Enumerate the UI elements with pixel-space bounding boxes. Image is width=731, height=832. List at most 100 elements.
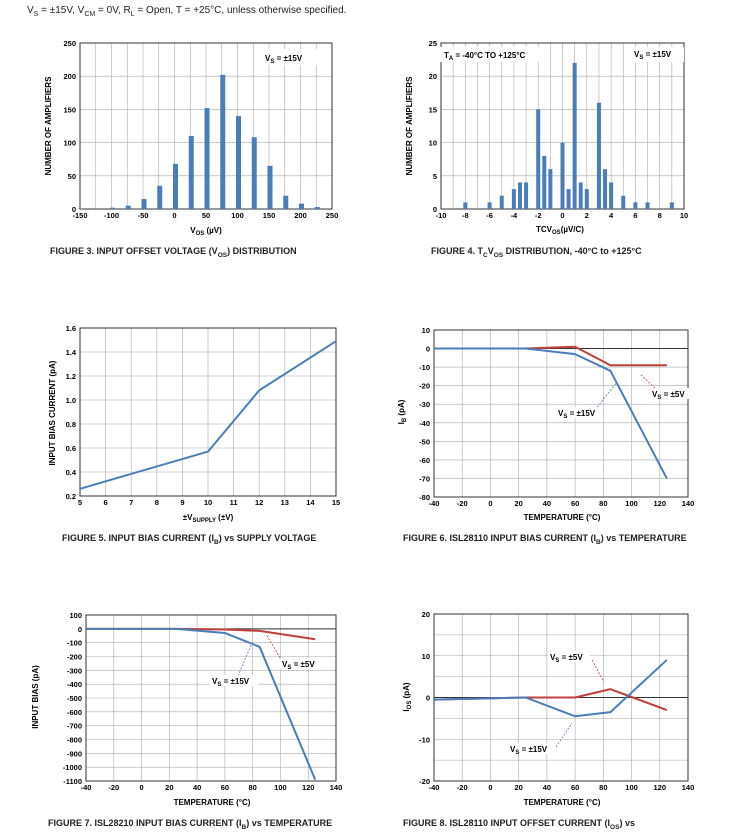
y-tick-label: 0 xyxy=(433,205,437,214)
x-tick-label: 40 xyxy=(193,783,201,792)
x-tick-label: 20 xyxy=(165,783,173,792)
bar xyxy=(542,155,547,209)
x-tick-label: -40 xyxy=(429,499,440,508)
annotation-vs5v: VS = ±5V xyxy=(282,660,315,671)
x-tick-label: 200 xyxy=(294,211,307,220)
label-bg-15v xyxy=(556,407,603,418)
legend-box xyxy=(259,49,319,65)
bar xyxy=(566,189,571,209)
x-tick-label: -20 xyxy=(457,783,468,792)
arrow-15v xyxy=(594,381,618,411)
x-tick-label: -4 xyxy=(511,211,518,220)
label-bg-5v xyxy=(280,658,322,669)
y-tick-label: 0 xyxy=(426,694,430,703)
x-tick-label: 8 xyxy=(658,211,662,220)
bar xyxy=(578,182,583,209)
arrow-15v xyxy=(555,722,573,748)
bar xyxy=(283,195,289,209)
x-tick-label: -20 xyxy=(457,499,468,508)
label-bg-5v xyxy=(548,651,590,662)
y-tick-label: -30 xyxy=(419,400,430,409)
bar xyxy=(188,135,194,209)
x-tick-label: 140 xyxy=(330,783,343,792)
y-axis-label: NUMBER OF AMPLIFIERS xyxy=(44,76,53,175)
x-tick-label: -20 xyxy=(108,783,119,792)
x-tick-label: 20 xyxy=(514,783,522,792)
y-tick-label: 20 xyxy=(422,610,430,619)
y-tick-label: -80 xyxy=(419,493,430,502)
annotation-ta: TA = -40°C TO +125°C xyxy=(444,51,526,62)
y-tick-label: -100 xyxy=(67,639,82,648)
figure-7-caption: FIGURE 7. ISL28210 INPUT BIAS CURRENT (I… xyxy=(48,818,333,831)
y-tick-label: 10 xyxy=(429,139,437,148)
x-tick-label: 6 xyxy=(633,211,637,220)
bar xyxy=(78,208,84,209)
x-tick-label: 120 xyxy=(302,783,315,792)
y-tick-label: -1000 xyxy=(63,763,82,772)
y-tick-label: 0.4 xyxy=(66,468,77,477)
y-axis-label: NUMBER OF AMPLIFIERS xyxy=(405,76,414,175)
x-tick-label: 0 xyxy=(488,499,492,508)
x-tick-label: 40 xyxy=(543,783,551,792)
y-tick-label: 1.6 xyxy=(66,324,76,333)
bar xyxy=(560,142,565,209)
annotation-vs15v: VS = ±15V xyxy=(212,677,250,688)
y-tick-label: -70 xyxy=(419,474,430,483)
y-tick-label: -200 xyxy=(67,653,82,662)
x-axis-label: TCVOS(µV/C) xyxy=(536,225,584,236)
y-axis-label: IOS (pA) xyxy=(402,682,413,711)
y-tick-label: -700 xyxy=(67,722,82,731)
legend-box-vs xyxy=(630,47,684,62)
y-tick-label: 1.4 xyxy=(66,348,77,357)
x-tick-label: 0 xyxy=(560,211,564,220)
bar xyxy=(596,102,601,209)
y-tick-label: 1.2 xyxy=(66,372,76,381)
x-tick-label: 250 xyxy=(326,211,339,220)
bar xyxy=(517,182,522,209)
y-tick-label: -60 xyxy=(419,456,430,465)
bar xyxy=(621,195,626,209)
plot-frame xyxy=(433,329,689,498)
label-bg-15v xyxy=(508,743,556,754)
y-tick-label: 0 xyxy=(426,345,430,354)
legend-box-temp xyxy=(440,47,546,62)
figure-6-caption: FIGURE 6. ISL28110 INPUT BIAS CURRENT (I… xyxy=(403,533,687,546)
bar xyxy=(584,189,589,209)
bar xyxy=(633,202,638,209)
x-tick-label: 100 xyxy=(231,211,244,220)
annotation-vs: VS = ±15V xyxy=(265,54,303,65)
conditions-header: VS = ±15V, VCM = 0V, RL = Open, T = +25°… xyxy=(27,5,347,18)
y-tick-label: -20 xyxy=(419,777,430,786)
y-tick-label: 0 xyxy=(78,625,82,634)
figure-4-caption: FIGURE 4. TCVOS DISTRIBUTION, -40°C to +… xyxy=(431,246,642,259)
bar xyxy=(609,182,614,209)
bar xyxy=(499,195,504,209)
annotation-vs5v: VS = ±5V xyxy=(550,653,583,664)
x-tick-label: 0 xyxy=(139,783,143,792)
figure-5-caption: FIGURE 5. INPUT BIAS CURRENT (IB) vs SUP… xyxy=(62,533,317,546)
y-tick-label: -10 xyxy=(419,363,430,372)
x-tick-label: 80 xyxy=(248,783,256,792)
y-tick-label: -50 xyxy=(419,437,430,446)
label-bg-5v xyxy=(650,388,690,399)
bar xyxy=(141,199,147,209)
label-bg-15v xyxy=(210,675,258,686)
x-tick-label: 5 xyxy=(78,498,82,507)
x-tick-label: 10 xyxy=(680,211,688,220)
y-tick-label: -800 xyxy=(67,736,82,745)
x-tick-label: 12 xyxy=(255,498,263,507)
x-axis-label: ±VSUPPLY (±V) xyxy=(183,513,234,524)
x-tick-label: 14 xyxy=(306,498,315,507)
x-tick-label: 10 xyxy=(204,498,212,507)
x-tick-label: -150 xyxy=(72,211,87,220)
figure-3-caption: FIGURE 3. INPUT OFFSET VOLTAGE (VOS) DIS… xyxy=(50,246,297,259)
x-tick-label: -40 xyxy=(81,783,92,792)
bar xyxy=(220,74,226,209)
bar xyxy=(110,207,115,209)
x-tick-label: 100 xyxy=(625,783,638,792)
bar xyxy=(511,189,516,209)
y-tick-label: -20 xyxy=(419,382,430,391)
annotation-vs15v: VS = ±15V xyxy=(510,745,548,756)
